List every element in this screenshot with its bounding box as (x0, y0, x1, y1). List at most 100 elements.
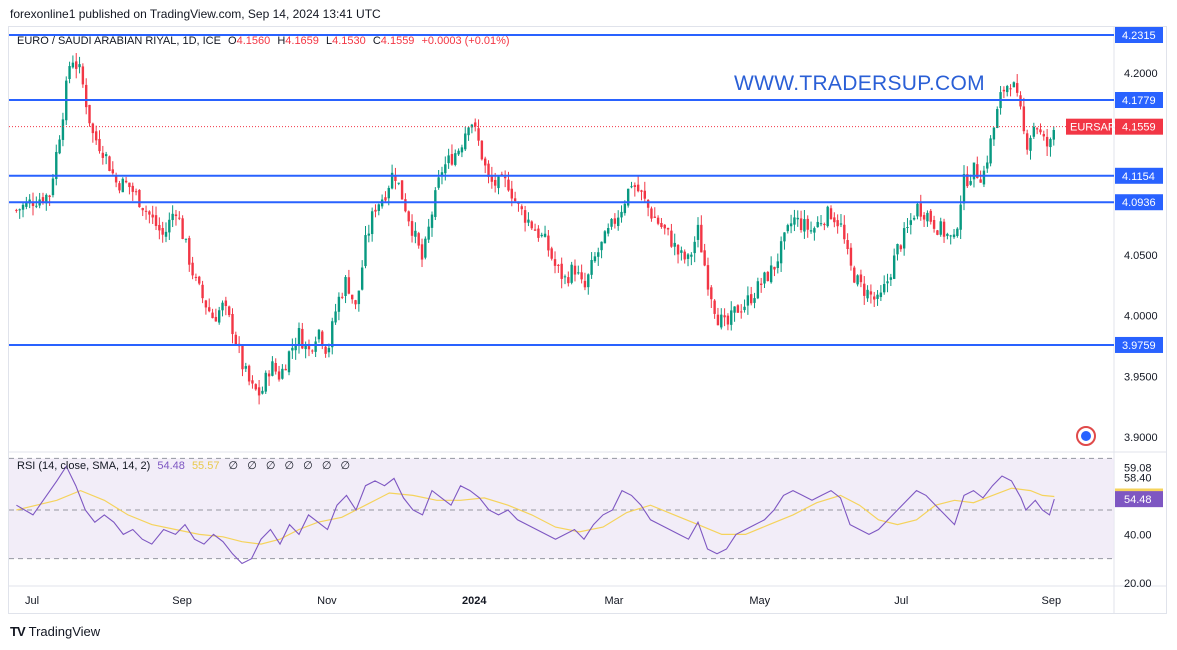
candle (939, 221, 942, 235)
candle (972, 162, 976, 180)
candle (949, 235, 952, 237)
candle (1045, 136, 1049, 147)
candle (184, 238, 188, 240)
candle (341, 296, 344, 298)
candle (560, 263, 563, 279)
level-label-bg (1115, 27, 1163, 43)
na-value: ∅ (303, 460, 313, 472)
candle (251, 380, 254, 384)
candle (656, 217, 660, 224)
last-price-label: 4.1559 (1122, 122, 1156, 134)
candle (876, 294, 879, 299)
candle (1012, 82, 1016, 88)
candle (384, 197, 387, 201)
close-value: 4.1559 (380, 35, 415, 47)
candle (976, 164, 979, 179)
rsi-ma-line (16, 487, 1055, 545)
candle (124, 180, 128, 183)
candle (706, 265, 710, 290)
candle (390, 172, 394, 189)
candle (58, 139, 61, 154)
candle (317, 329, 321, 340)
candle (1049, 139, 1052, 148)
candle (567, 277, 570, 284)
price-tick: 4.2000 (1124, 68, 1158, 80)
candle (370, 211, 374, 235)
candle (956, 228, 959, 236)
chart-settings-icon[interactable] (1076, 426, 1096, 446)
candle (464, 133, 467, 150)
candle (720, 314, 723, 328)
candle (623, 203, 627, 214)
time-axis-label: Jul (25, 595, 39, 607)
candle (779, 241, 783, 264)
candle (763, 272, 766, 284)
candle (417, 233, 420, 246)
rsi-title: RSI (14, close, SMA, 14, 2) (17, 460, 151, 472)
candle (617, 217, 620, 227)
candle (364, 235, 367, 267)
candle (829, 208, 833, 220)
level-label: 4.0936 (1122, 197, 1156, 209)
brand-name: TradingView (28, 624, 101, 639)
candle (892, 255, 896, 279)
candle (287, 351, 291, 373)
candle (224, 300, 228, 307)
candle (204, 300, 208, 308)
time-axis-label: Sep (172, 595, 192, 607)
candle (211, 312, 214, 319)
candle (447, 155, 450, 164)
candle (1032, 126, 1036, 137)
candle (922, 215, 926, 220)
level-label: 4.2315 (1122, 30, 1156, 42)
candle (158, 224, 161, 231)
candle (128, 182, 131, 188)
rsi-band (9, 458, 1114, 559)
candle (766, 271, 770, 281)
chart-frame (8, 26, 1167, 614)
candle (700, 224, 703, 253)
candle (121, 178, 124, 193)
candle (284, 368, 287, 371)
level-label-bg (1115, 194, 1163, 211)
candle (360, 267, 364, 290)
publish-caption: forexonline1 published on TradingView.co… (10, 7, 381, 21)
candle (78, 64, 81, 68)
candle (247, 365, 251, 382)
candle (307, 346, 311, 350)
candle (856, 275, 859, 285)
candle (673, 242, 676, 247)
candle (61, 119, 65, 140)
candle (517, 202, 520, 204)
candle (613, 218, 617, 224)
candle (31, 201, 35, 207)
candle (726, 315, 730, 325)
candle (663, 224, 666, 229)
na-value: ∅ (228, 460, 239, 472)
candle (573, 265, 577, 275)
candle (474, 122, 477, 127)
candle (25, 201, 28, 207)
candle (497, 176, 500, 189)
candle (394, 175, 397, 181)
candle (793, 217, 796, 225)
tradingview-logo-icon: TV (10, 624, 26, 639)
rsi-tag: 54.48 (1124, 494, 1152, 506)
rsi-tick: 58.40 (1124, 473, 1152, 485)
candle (926, 212, 929, 222)
candle (713, 300, 716, 314)
candle (989, 138, 992, 164)
candle (620, 211, 623, 218)
candle (966, 174, 969, 187)
candle (866, 289, 869, 299)
candle (314, 341, 317, 352)
candle (909, 220, 912, 225)
open-label: O (228, 35, 237, 47)
candle (354, 300, 357, 305)
candle (327, 348, 331, 353)
candle (849, 247, 853, 266)
rsi-tag-bg (1115, 491, 1163, 508)
candle (809, 230, 813, 232)
candle (454, 153, 457, 165)
